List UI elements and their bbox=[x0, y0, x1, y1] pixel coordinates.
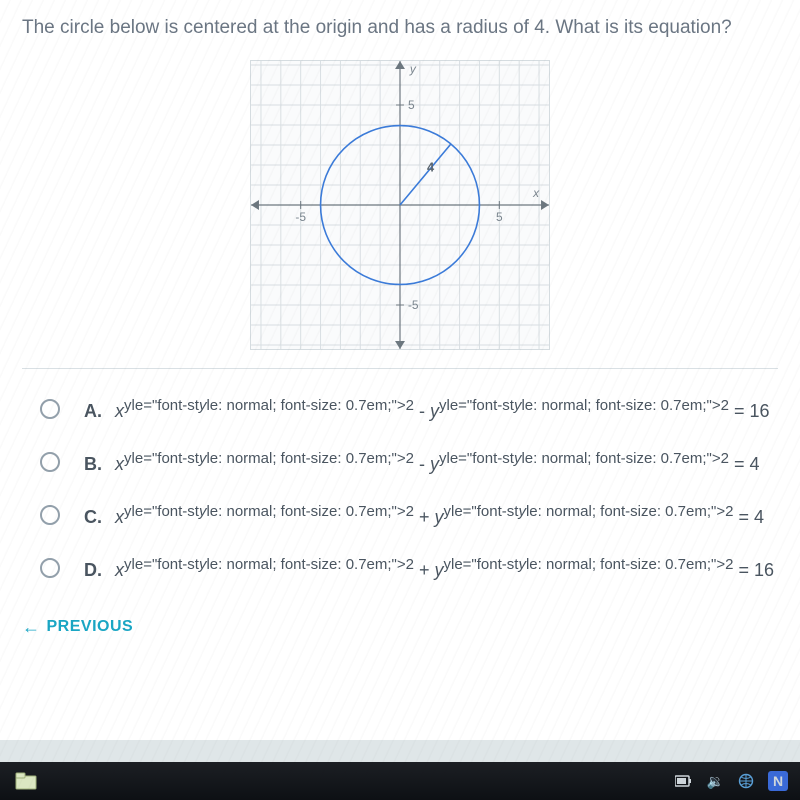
option-a[interactable]: A. xyle="font-style: normal; font-size: … bbox=[40, 397, 778, 422]
taskbar: 🔉 N bbox=[0, 762, 800, 800]
folder-icon[interactable] bbox=[14, 770, 40, 792]
option-formula: xyle="font-style: normal; font-size: 0.7… bbox=[115, 507, 764, 527]
notification-badge[interactable]: N bbox=[768, 771, 788, 791]
graph-panel: -5 5 5 -5 y x 4 bbox=[250, 60, 550, 350]
option-formula: xyle="font-style: normal; font-size: 0.7… bbox=[115, 401, 769, 421]
option-letter: B. bbox=[84, 454, 102, 474]
volume-icon[interactable]: 🔉 bbox=[707, 773, 724, 790]
option-formula: xyle="font-style: normal; font-size: 0.7… bbox=[115, 560, 774, 580]
answer-options: A. xyle="font-style: normal; font-size: … bbox=[22, 397, 778, 581]
svg-text:y: y bbox=[409, 61, 417, 75]
divider bbox=[22, 368, 778, 369]
svg-text:5: 5 bbox=[496, 209, 503, 223]
option-letter: A. bbox=[84, 401, 102, 421]
option-d[interactable]: D. xyle="font-style: normal; font-size: … bbox=[40, 556, 778, 581]
svg-text:5: 5 bbox=[408, 98, 415, 112]
radio-icon[interactable] bbox=[40, 452, 60, 472]
radio-icon[interactable] bbox=[40, 505, 60, 525]
question-text: The circle below is centered at the orig… bbox=[22, 14, 778, 42]
option-letter: D. bbox=[84, 560, 102, 580]
option-b[interactable]: B. xyle="font-style: normal; font-size: … bbox=[40, 450, 778, 475]
previous-label: PREVIOUS bbox=[47, 618, 134, 636]
radio-icon[interactable] bbox=[40, 558, 60, 578]
radio-icon[interactable] bbox=[40, 399, 60, 419]
circle-graph: -5 5 5 -5 y x 4 bbox=[251, 61, 549, 349]
svg-text:4: 4 bbox=[427, 159, 435, 174]
globe-icon[interactable] bbox=[738, 773, 754, 789]
option-c[interactable]: C. xyle="font-style: normal; font-size: … bbox=[40, 503, 778, 528]
previous-button[interactable]: ← PREVIOUS bbox=[22, 617, 133, 638]
svg-text:-5: -5 bbox=[295, 209, 306, 223]
svg-text:x: x bbox=[532, 186, 540, 200]
battery-icon[interactable] bbox=[675, 773, 693, 789]
option-letter: C. bbox=[84, 507, 102, 527]
arrow-left-icon: ← bbox=[22, 617, 41, 638]
svg-text:-5: -5 bbox=[408, 298, 419, 312]
option-formula: xyle="font-style: normal; font-size: 0.7… bbox=[115, 454, 759, 474]
